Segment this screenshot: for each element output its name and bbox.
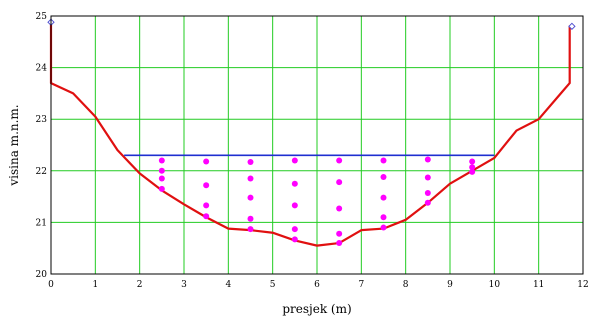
measurement-point — [291, 236, 298, 243]
x-tick-label: 2 — [137, 280, 143, 290]
x-tick-label: 5 — [270, 280, 276, 290]
measurement-point — [291, 180, 298, 187]
series-layer — [49, 22, 572, 247]
x-tick-label: 0 — [48, 280, 54, 290]
measurement-point — [247, 226, 254, 233]
x-tick-label: 3 — [181, 280, 187, 290]
grid-lines — [51, 16, 583, 274]
x-tick-label: 4 — [225, 280, 231, 290]
y-tick-label: 21 — [36, 218, 47, 228]
y-tick-label: 24 — [36, 64, 48, 74]
measurement-point — [469, 164, 476, 171]
x-tick-label: 7 — [358, 280, 364, 290]
measurement-point — [336, 240, 343, 247]
measurement-point — [203, 182, 210, 189]
terrain-profile-line — [49, 22, 572, 247]
measurement-point — [291, 226, 298, 233]
measurement-point — [247, 175, 254, 182]
measurement-point — [424, 174, 431, 181]
measurement-point — [291, 202, 298, 209]
measurement-point — [158, 175, 165, 182]
endpoint-marker — [568, 22, 576, 31]
y-tick-label: 23 — [36, 115, 48, 125]
measurement-points — [47, 18, 576, 247]
measurement-point — [336, 230, 343, 237]
measurement-point — [380, 173, 387, 180]
x-tick-label: 9 — [447, 280, 453, 290]
measurement-point — [158, 185, 165, 192]
x-tick-label: 8 — [403, 280, 409, 290]
y-tick-label: 22 — [36, 167, 47, 177]
x-tick-label: 11 — [533, 280, 544, 290]
plot-frame — [50, 15, 584, 275]
x-tick-label: 1 — [92, 280, 98, 290]
x-tick-label: 12 — [577, 280, 588, 290]
measurement-point — [380, 224, 387, 231]
measurement-point — [469, 168, 476, 175]
measurement-point — [424, 199, 431, 206]
measurement-point — [336, 157, 343, 164]
measurement-point — [247, 194, 254, 201]
x-axis-label: presjek (m) — [282, 302, 351, 316]
measurement-point — [336, 205, 343, 212]
measurement-point — [380, 194, 387, 201]
measurement-point — [158, 157, 165, 164]
measurement-point — [203, 158, 210, 165]
measurement-point — [247, 215, 254, 222]
y-axis-label: visina m.n.m. — [7, 104, 21, 186]
measurement-point — [469, 158, 476, 165]
measurement-point — [158, 167, 165, 174]
x-tick-label: 6 — [314, 280, 320, 290]
measurement-point — [424, 156, 431, 163]
measurement-point — [203, 202, 210, 209]
measurement-point — [291, 157, 298, 164]
measurement-point — [203, 213, 210, 220]
measurement-point — [424, 189, 431, 196]
measurement-point — [247, 159, 254, 166]
y-tick-label: 25 — [36, 12, 48, 22]
x-tick-label: 10 — [489, 280, 501, 290]
measurement-point — [380, 157, 387, 164]
measurement-point — [380, 214, 387, 221]
y-tick-label: 20 — [36, 270, 48, 280]
measurement-point — [336, 179, 343, 186]
